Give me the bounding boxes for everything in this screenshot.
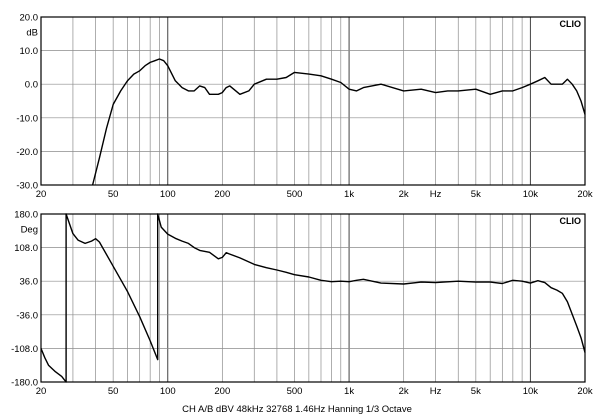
y-axis-label: Deg [21,225,38,236]
x-tick-label: 100 [160,386,176,397]
x-tick-label: 1k [344,189,354,200]
y-tick-label: 36.0 [20,277,39,288]
x-tick-label: 2k [399,189,409,200]
x-tick-label: 50 [108,386,119,397]
x-tick-label: 5k [471,189,481,200]
y-tick-label: -10.0 [16,113,38,124]
y-tick-label: 180.0 [14,210,38,221]
grid-lines [41,16,585,186]
x-tick-label: 20k [577,386,593,397]
plot-frame [40,16,586,186]
x-tick-label: 50 [108,189,119,200]
x-tick-label: 500 [287,386,303,397]
magnitude-curve [91,58,586,186]
x-tick-label: 10k [523,189,539,200]
x-tick-label: 200 [214,189,230,200]
magnitude-panel: 20.0 10.0 0.0 -10.0 -20.0 -30.0 dB 20 50 100 200 50… [16,13,593,201]
y-tick-label: 10.0 [20,46,39,57]
y-axis-label: dB [26,28,38,39]
x-tick-label: 200 [214,386,230,397]
phase-panel: 180.0 108.0 36.0 -36.0 -108.0 -180.0 Deg 20 50 10… [11,210,593,398]
plot-frame [40,213,586,383]
x-tick-label: 20 [36,386,47,397]
phase-curve [40,213,586,383]
x-tick-label: 500 [287,189,303,200]
y-tick-label: -180.0 [11,378,38,389]
x-tick-label: 1k [344,386,354,397]
clio-brand-label: CLIO [560,19,582,29]
y-tick-label: 0.0 [25,80,38,91]
grid-lines [41,213,585,383]
y-tick-label: 20.0 [20,13,39,24]
x-tick-label: 2k [399,386,409,397]
y-tick-label: -30.0 [16,181,38,192]
x-tick-label: 5k [471,386,481,397]
x-tick-label: 20k [577,189,593,200]
y-tick-label: -36.0 [16,310,38,321]
x-tick-label: Hz [430,189,442,200]
x-tick-label: 100 [160,189,176,200]
x-tick-label: Hz [430,386,442,397]
y-tick-label: -20.0 [16,147,38,158]
clio-brand-label: CLIO [560,216,582,226]
x-tick-label: 10k [523,386,539,397]
footer-settings-label: CH A/B dBV 48kHz 32768 1.46Hz Hanning 1/… [182,404,412,415]
y-tick-label: -108.0 [11,344,38,355]
x-tick-label: 20 [36,189,47,200]
y-tick-label: 108.0 [14,243,38,254]
